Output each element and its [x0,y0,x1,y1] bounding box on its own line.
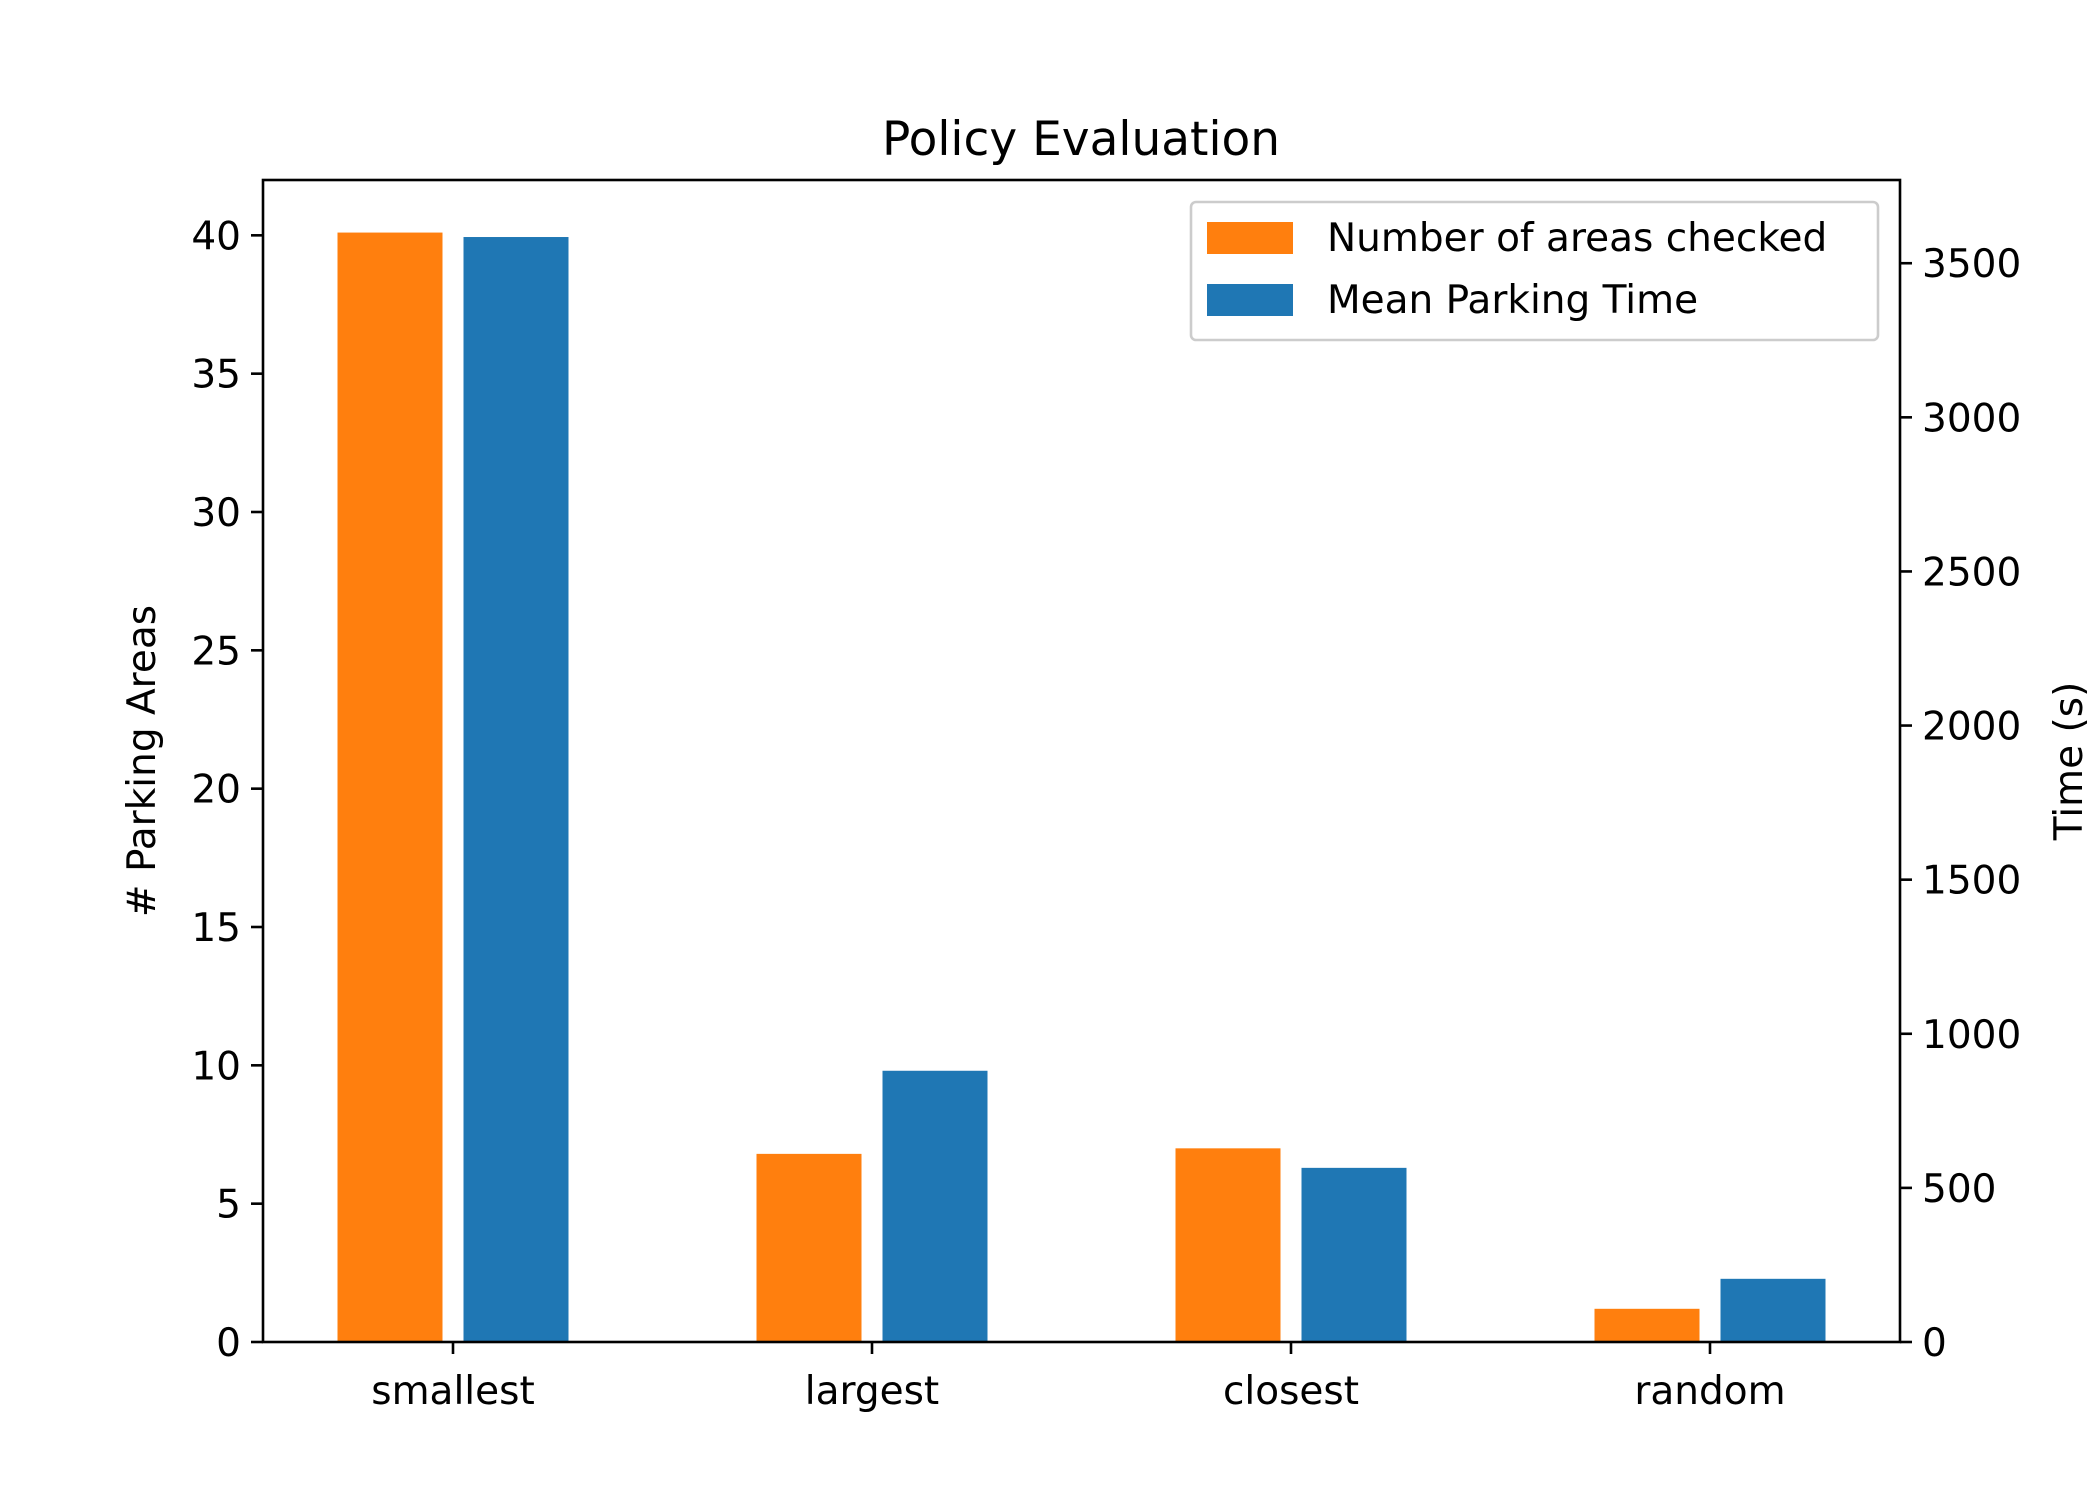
bar-number-of-areas-checked-largest [756,1153,862,1342]
right-axis-ticks: 0 500 1000 1500 2000 2500 3000 3500 [1900,242,2021,1366]
bar-mean-parking-time-smallest [463,237,569,1342]
x-tick-label-closest: closest [1223,1369,1359,1414]
y2-tick-label-1500: 1500 [1922,859,2021,904]
y-tick-label-25: 25 [191,629,241,674]
y-tick-label-5: 5 [216,1183,241,1228]
y2-tick-label-500: 500 [1922,1167,1996,1212]
y2-tick-label-2000: 2000 [1922,705,2021,750]
legend: Number of areas checked Mean Parking Tim… [1189,200,1880,342]
y-tick-label-20: 20 [191,768,241,813]
x-tick-label-largest: largest [805,1369,939,1414]
bar-number-of-areas-checked-smallest [337,232,443,1343]
y2-tick-label-0: 0 [1922,1321,1947,1366]
y2-axis-label: Time (s) [2047,682,2092,842]
chart-title: Policy Evaluation [882,112,1280,167]
x-tick-label-smallest: smallest [371,1369,534,1414]
bars-layer [337,232,1826,1343]
legend-label-mean-parking-time: Mean Parking Time [1327,278,1698,323]
x-tick-label-random: random [1634,1369,1785,1414]
y-tick-label-0: 0 [216,1321,241,1366]
y2-tick-label-3000: 3000 [1922,396,2021,441]
bar-mean-parking-time-closest [1301,1167,1407,1342]
y2-tick-label-3500: 3500 [1922,242,2021,287]
y2-tick-label-1000: 1000 [1922,1013,2021,1058]
plot-frame [261,178,1902,1344]
x-axis-ticks: smallest largest closest random [371,1342,1786,1414]
legend-swatch-number-of-areas-checked [1207,222,1293,254]
y-tick-label-30: 30 [191,491,241,536]
y2-tick-label-2500: 2500 [1922,550,2021,595]
bar-number-of-areas-checked-random [1594,1308,1700,1342]
y-tick-label-40: 40 [191,214,241,259]
legend-label-number-of-areas-checked: Number of areas checked [1327,216,1827,261]
bar-number-of-areas-checked-closest [1175,1148,1281,1342]
legend-frame [1189,200,1880,342]
y-tick-label-35: 35 [191,353,241,398]
bar-mean-parking-time-largest [882,1070,988,1342]
y-tick-label-15: 15 [191,906,241,951]
y-axis-label: # Parking Areas [120,605,165,917]
legend-swatch-mean-parking-time [1207,284,1293,316]
bar-mean-parking-time-random [1720,1278,1826,1342]
left-axis-ticks: 0 5 10 15 20 25 30 35 40 [191,214,263,1366]
y-tick-label-10: 10 [191,1044,241,1089]
